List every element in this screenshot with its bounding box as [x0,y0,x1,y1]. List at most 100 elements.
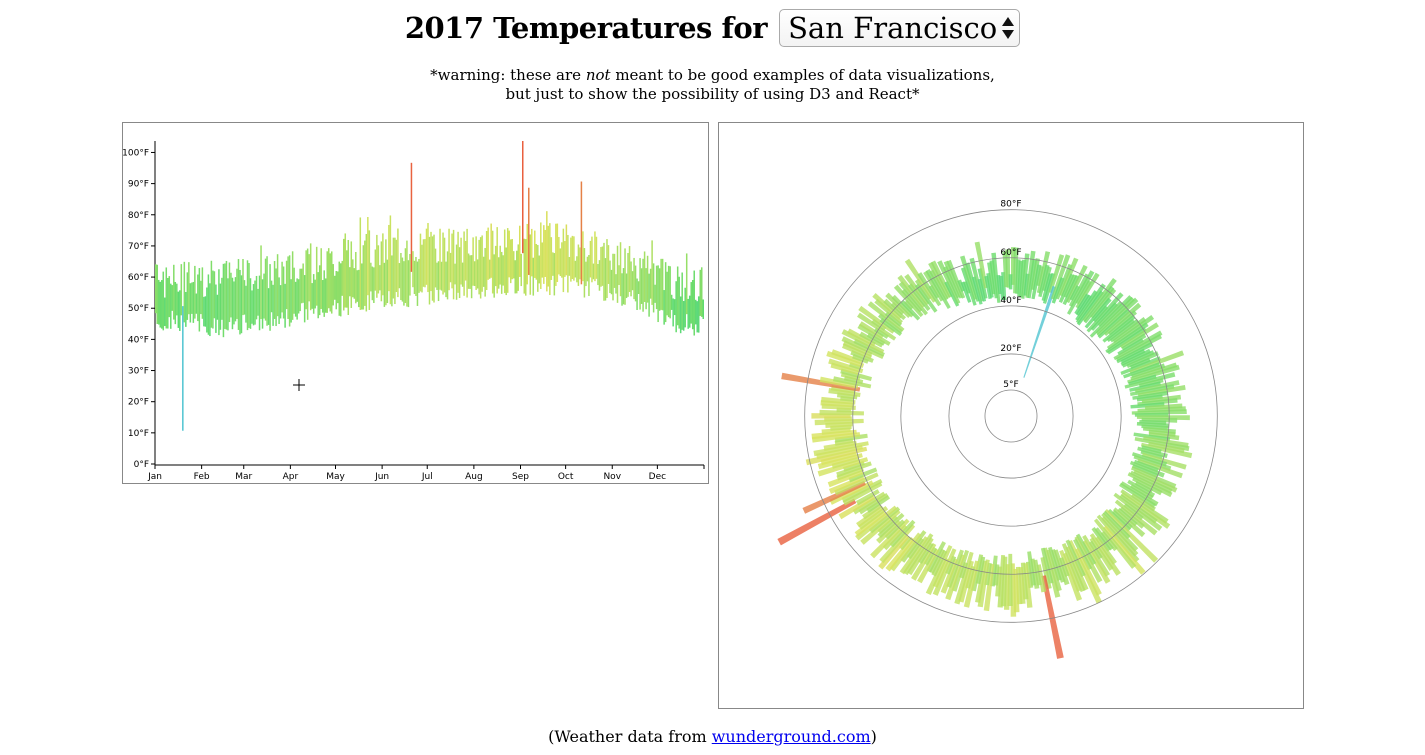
radial-day-bar [855,489,880,506]
day-range-bar [173,264,175,320]
day-range-bar [579,247,581,280]
day-range-bar [476,259,479,289]
day-range-bar [518,225,521,277]
day-range-bar [597,263,599,286]
day-range-bar [664,262,667,323]
day-range-bar [517,244,519,291]
radial-day-bar [858,305,895,334]
radial-day-bar [1113,330,1163,361]
day-range-bar [156,264,159,324]
radial-day-bar [889,519,916,548]
radial-day-bar [857,312,897,341]
day-range-bar [505,247,507,296]
day-range-bar [237,259,240,330]
day-range-bar [407,260,410,308]
day-range-bar [654,284,656,303]
y-tick-label: 70°F [128,242,149,252]
y-tick-label: 80°F [128,211,149,221]
radial-day-bar [899,536,929,575]
day-range-bar [475,236,477,290]
day-range-bar [379,265,381,291]
day-range-bar [413,260,416,295]
radial-day-bar [1119,494,1158,524]
day-range-bar [421,244,423,293]
radial-day-bar [847,328,876,347]
radial-day-bar [928,261,951,299]
radial-day-bar [1094,536,1117,565]
day-range-bar [700,267,703,317]
day-range-bar [552,252,554,276]
radial-day-bar [893,284,924,318]
day-range-bar [443,237,446,293]
radial-day-bar [1140,442,1193,459]
day-range-bar [652,263,655,313]
radial-day-bar [1148,432,1180,441]
radial-day-bar [1102,525,1146,575]
radial-day-bar [879,317,903,336]
y-tick-label: 10°F [128,429,149,439]
day-range-bar [406,240,408,307]
day-range-bar [218,269,220,336]
day-range-bar [278,277,280,324]
radial-day-bar [901,288,923,313]
day-range-bar [370,262,372,292]
radial-day-bar [1107,310,1137,336]
day-range-bar [327,248,330,309]
day-range-bar [525,239,527,296]
day-range-bar [592,263,595,280]
day-range-bar [485,230,488,291]
day-range-bar [479,237,482,299]
x-tick-label: Jun [374,472,389,482]
day-range-bar [607,245,610,284]
day-range-bar [661,258,664,311]
footer: (Weather data from wunderground.com) [0,727,1425,746]
day-range-bar [355,251,357,304]
radial-day-bar [838,494,876,520]
day-range-bar [634,265,637,302]
day-range-bar [158,279,160,325]
wunderground-link[interactable]: wunderground.com [711,727,871,746]
day-range-bar [400,252,402,301]
radial-day-bar [1106,314,1155,350]
radial-day-bar [897,274,926,309]
day-range-bar [437,261,440,302]
day-range-bar [194,265,196,319]
warning-text-after: meant to be good examples of data visual… [610,66,995,84]
y-axis: 0°F 10°F 20°F 30°F 40°F 50°F 60°F 70°F 80°F 90°F 1… [122,141,156,470]
day-range-bar [512,251,515,279]
radial-day-bar [842,481,883,506]
day-range-bar [320,248,322,309]
day-range-bar [448,228,450,291]
day-range-bar [642,258,644,312]
day-range-bar [520,253,523,287]
day-range-bar [373,267,375,303]
day-range-bar [523,238,526,294]
day-range-bar [297,279,300,314]
day-range-bar [458,247,461,299]
day-range-bar [455,244,458,300]
radial-day-bar [925,544,953,596]
day-range-bar [272,284,274,326]
radial-ring-label: 5°F [1003,380,1018,390]
day-range-bar [195,293,198,314]
day-range-bar [330,251,333,314]
day-range-bar [167,277,169,329]
radial-day-bar [907,537,934,576]
city-select[interactable]: San Francisco [779,9,1021,47]
day-range-bar [697,296,700,333]
radial-day-bar [841,336,884,359]
day-range-bar [179,290,181,331]
day-range-bar [691,279,694,330]
radial-day-bar [1120,489,1169,524]
day-range-bar [234,277,237,322]
day-range-bar [227,278,229,331]
day-range-bar [165,267,168,329]
radial-temperature-chart: 5°F 20°F 40°F 60°F 80°F [777,200,1218,659]
day-range-bar [258,275,261,331]
radial-day-bar [917,542,934,564]
day-range-bar [323,270,325,317]
day-range-bar [467,253,470,289]
day-range-bar [317,272,319,319]
radial-day-bar [884,519,906,540]
radial-day-bar [877,515,899,535]
